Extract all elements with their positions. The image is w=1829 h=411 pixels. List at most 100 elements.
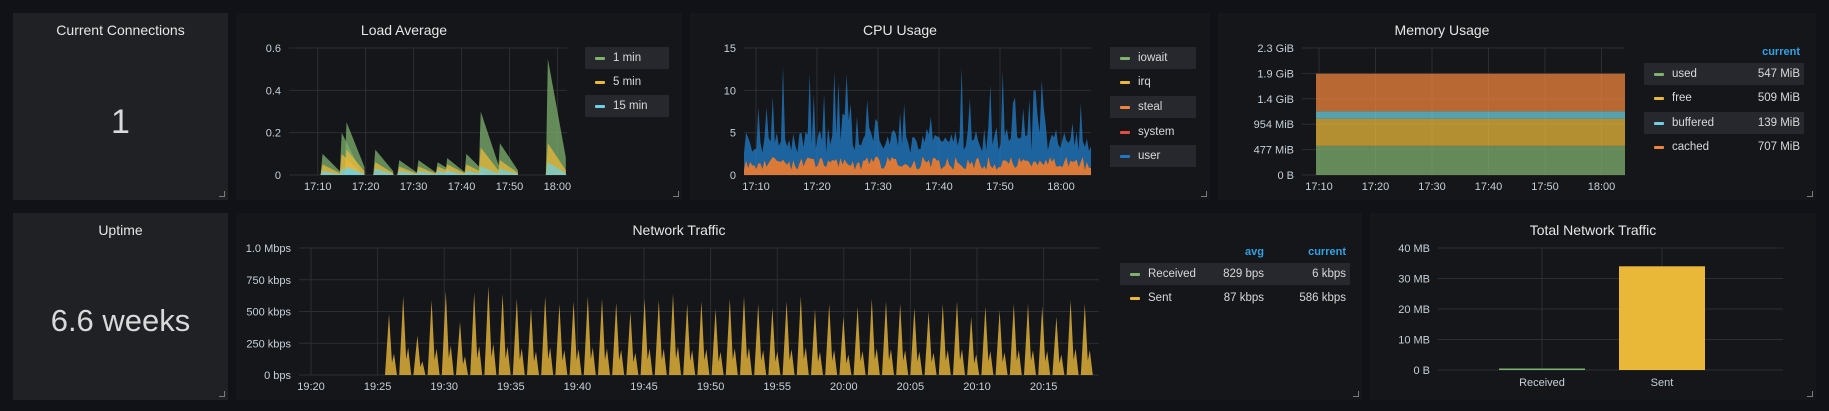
y-tick-label: 2.3 GiB	[1257, 43, 1294, 55]
sent-peak	[527, 307, 539, 375]
legend-label: user	[1138, 150, 1161, 162]
legend-header-avg[interactable]: avg	[1245, 246, 1264, 258]
uptime-panel: Uptime 6.6 weeks	[13, 213, 228, 400]
legend-item-1min[interactable]: 1 min	[585, 47, 669, 69]
sent-peak	[910, 307, 923, 375]
y-tick-label: 250 kbps	[246, 338, 291, 350]
panel-title: CPU Usage	[863, 22, 937, 38]
bar-sent	[1619, 266, 1705, 370]
legend-label: Received	[1148, 268, 1196, 280]
sent-peak	[413, 335, 426, 375]
legend-swatch	[595, 105, 605, 108]
sent-peak	[924, 311, 937, 375]
y-tick-label: 0 B	[1277, 170, 1294, 182]
area-peak-15-min	[445, 170, 466, 175]
sent-peak	[754, 303, 767, 375]
resize-handle[interactable]	[1353, 391, 1359, 397]
network-traffic-panel: Network Traffic 0 bps 250 kbps 500 kbps 750…	[236, 213, 1362, 400]
memory-usage-panel: Memory Usage 0 B 477 MiB 954 MiB 1.4 GiB 1.9…	[1218, 13, 1816, 200]
sent-peak	[811, 308, 823, 375]
x-tick-label: 19:25	[364, 381, 392, 393]
y-tick-label: 0 bps	[264, 370, 291, 382]
x-tick-label: 17:10	[304, 181, 332, 193]
legend-item-buffered[interactable]: buffered 139 MiB	[1644, 112, 1804, 134]
resize-handle[interactable]	[1807, 391, 1813, 397]
sent-peak	[853, 306, 866, 375]
legend-item-steal[interactable]: steal	[1110, 96, 1196, 118]
legend-swatch	[1654, 122, 1664, 125]
resize-handle[interactable]	[219, 191, 225, 197]
legend-label: 1 min	[613, 52, 642, 64]
area-peak-15-min	[373, 168, 394, 175]
legend-value: 707 MiB	[1757, 141, 1800, 153]
legend-header-current[interactable]: current	[1762, 46, 1800, 58]
legend-item-received[interactable]: Received 829 bps 6 kbps	[1120, 263, 1350, 285]
legend-header-current[interactable]: current	[1308, 246, 1346, 258]
x-tick-label: 19:20	[297, 381, 325, 393]
resize-handle[interactable]	[1201, 191, 1207, 197]
y-tick-label: 750 kbps	[246, 275, 291, 287]
memory-area-used	[1316, 145, 1625, 175]
total-network-traffic-chart: 0 B 10 MB 20 MB 30 MB 40 MB Received Sent	[1398, 243, 1783, 389]
legend-item-used[interactable]: used 547 MiB	[1644, 63, 1804, 85]
sent-peak	[512, 298, 525, 375]
legend-current: 6 kbps	[1312, 268, 1346, 280]
y-tick-label: 1.4 GiB	[1257, 94, 1294, 106]
legend-avg: 829 bps	[1223, 268, 1264, 280]
resize-handle[interactable]	[219, 391, 225, 397]
legend-label: steal	[1138, 101, 1163, 113]
x-tick-label: 17:50	[1531, 181, 1559, 193]
legend-label: buffered	[1672, 117, 1714, 129]
sent-peak	[896, 303, 909, 375]
x-tick-label: 17:40	[925, 181, 953, 193]
legend-item-iowait[interactable]: iowait	[1110, 47, 1196, 69]
legend-avg: 87 kbps	[1223, 292, 1264, 304]
y-tick-label: 10	[724, 85, 736, 97]
legend-label: Sent	[1148, 292, 1172, 304]
legend-item-user[interactable]: user	[1110, 145, 1196, 167]
y-tick-label: 1.9 GiB	[1257, 68, 1294, 80]
legend-item-15min[interactable]: 15 min	[585, 95, 669, 117]
cpu-usage-chart: 0 5 10 15 17:10 17:20 17:30 17:40 17:50 18:00	[724, 43, 1091, 193]
sent-peak	[981, 306, 994, 375]
x-tick-label: 18:00	[544, 181, 572, 193]
legend-item-5min[interactable]: 5 min	[585, 71, 669, 93]
sent-peak	[938, 303, 951, 375]
sent-peak	[640, 298, 653, 375]
legend-item-sent[interactable]: Sent 87 kbps 586 kbps	[1120, 287, 1350, 309]
resize-handle[interactable]	[673, 191, 679, 197]
resize-handle[interactable]	[1807, 191, 1813, 197]
system-area	[744, 156, 1091, 175]
legend-label: cached	[1672, 141, 1710, 153]
memory-area-buffered	[1316, 111, 1625, 119]
sent-peak	[385, 314, 397, 375]
sent-peak	[725, 298, 738, 375]
legend-item-cached[interactable]: cached 707 MiB	[1644, 136, 1804, 158]
sent-peak	[839, 316, 852, 375]
legend-item-free[interactable]: free 509 MiB	[1644, 87, 1804, 109]
legend-label: irq	[1138, 76, 1151, 88]
sent-peak	[612, 302, 625, 375]
legend-swatch	[1120, 106, 1130, 109]
legend-label: 5 min	[613, 76, 642, 88]
total-network-traffic-panel: Total Network Traffic 0 B 10 MB 20 MB 30 MB…	[1370, 213, 1816, 400]
legend-item-irq[interactable]: irq	[1110, 71, 1196, 93]
legend-swatch	[1654, 146, 1664, 149]
sent-peak	[470, 292, 483, 375]
sent-peak	[555, 303, 568, 375]
x-tick-label: 17:20	[352, 181, 380, 193]
x-tick-label: 18:00	[1588, 181, 1616, 193]
bar-received	[1499, 368, 1585, 370]
x-tick-label: 17:10	[1305, 181, 1333, 193]
x-tick-label: 17:20	[1362, 181, 1390, 193]
legend-item-system[interactable]: system	[1110, 121, 1196, 143]
panel-title: Network Traffic	[632, 222, 726, 238]
sent-peak	[598, 298, 610, 375]
panel-title: Memory Usage	[1394, 22, 1490, 38]
x-tick-label: 19:50	[697, 381, 725, 393]
sent-peak	[796, 296, 809, 375]
x-tick-label: 20:15	[1030, 381, 1058, 393]
x-tick-label: 17:30	[400, 181, 428, 193]
sent-peak	[740, 296, 752, 375]
sent-peak	[399, 296, 412, 375]
